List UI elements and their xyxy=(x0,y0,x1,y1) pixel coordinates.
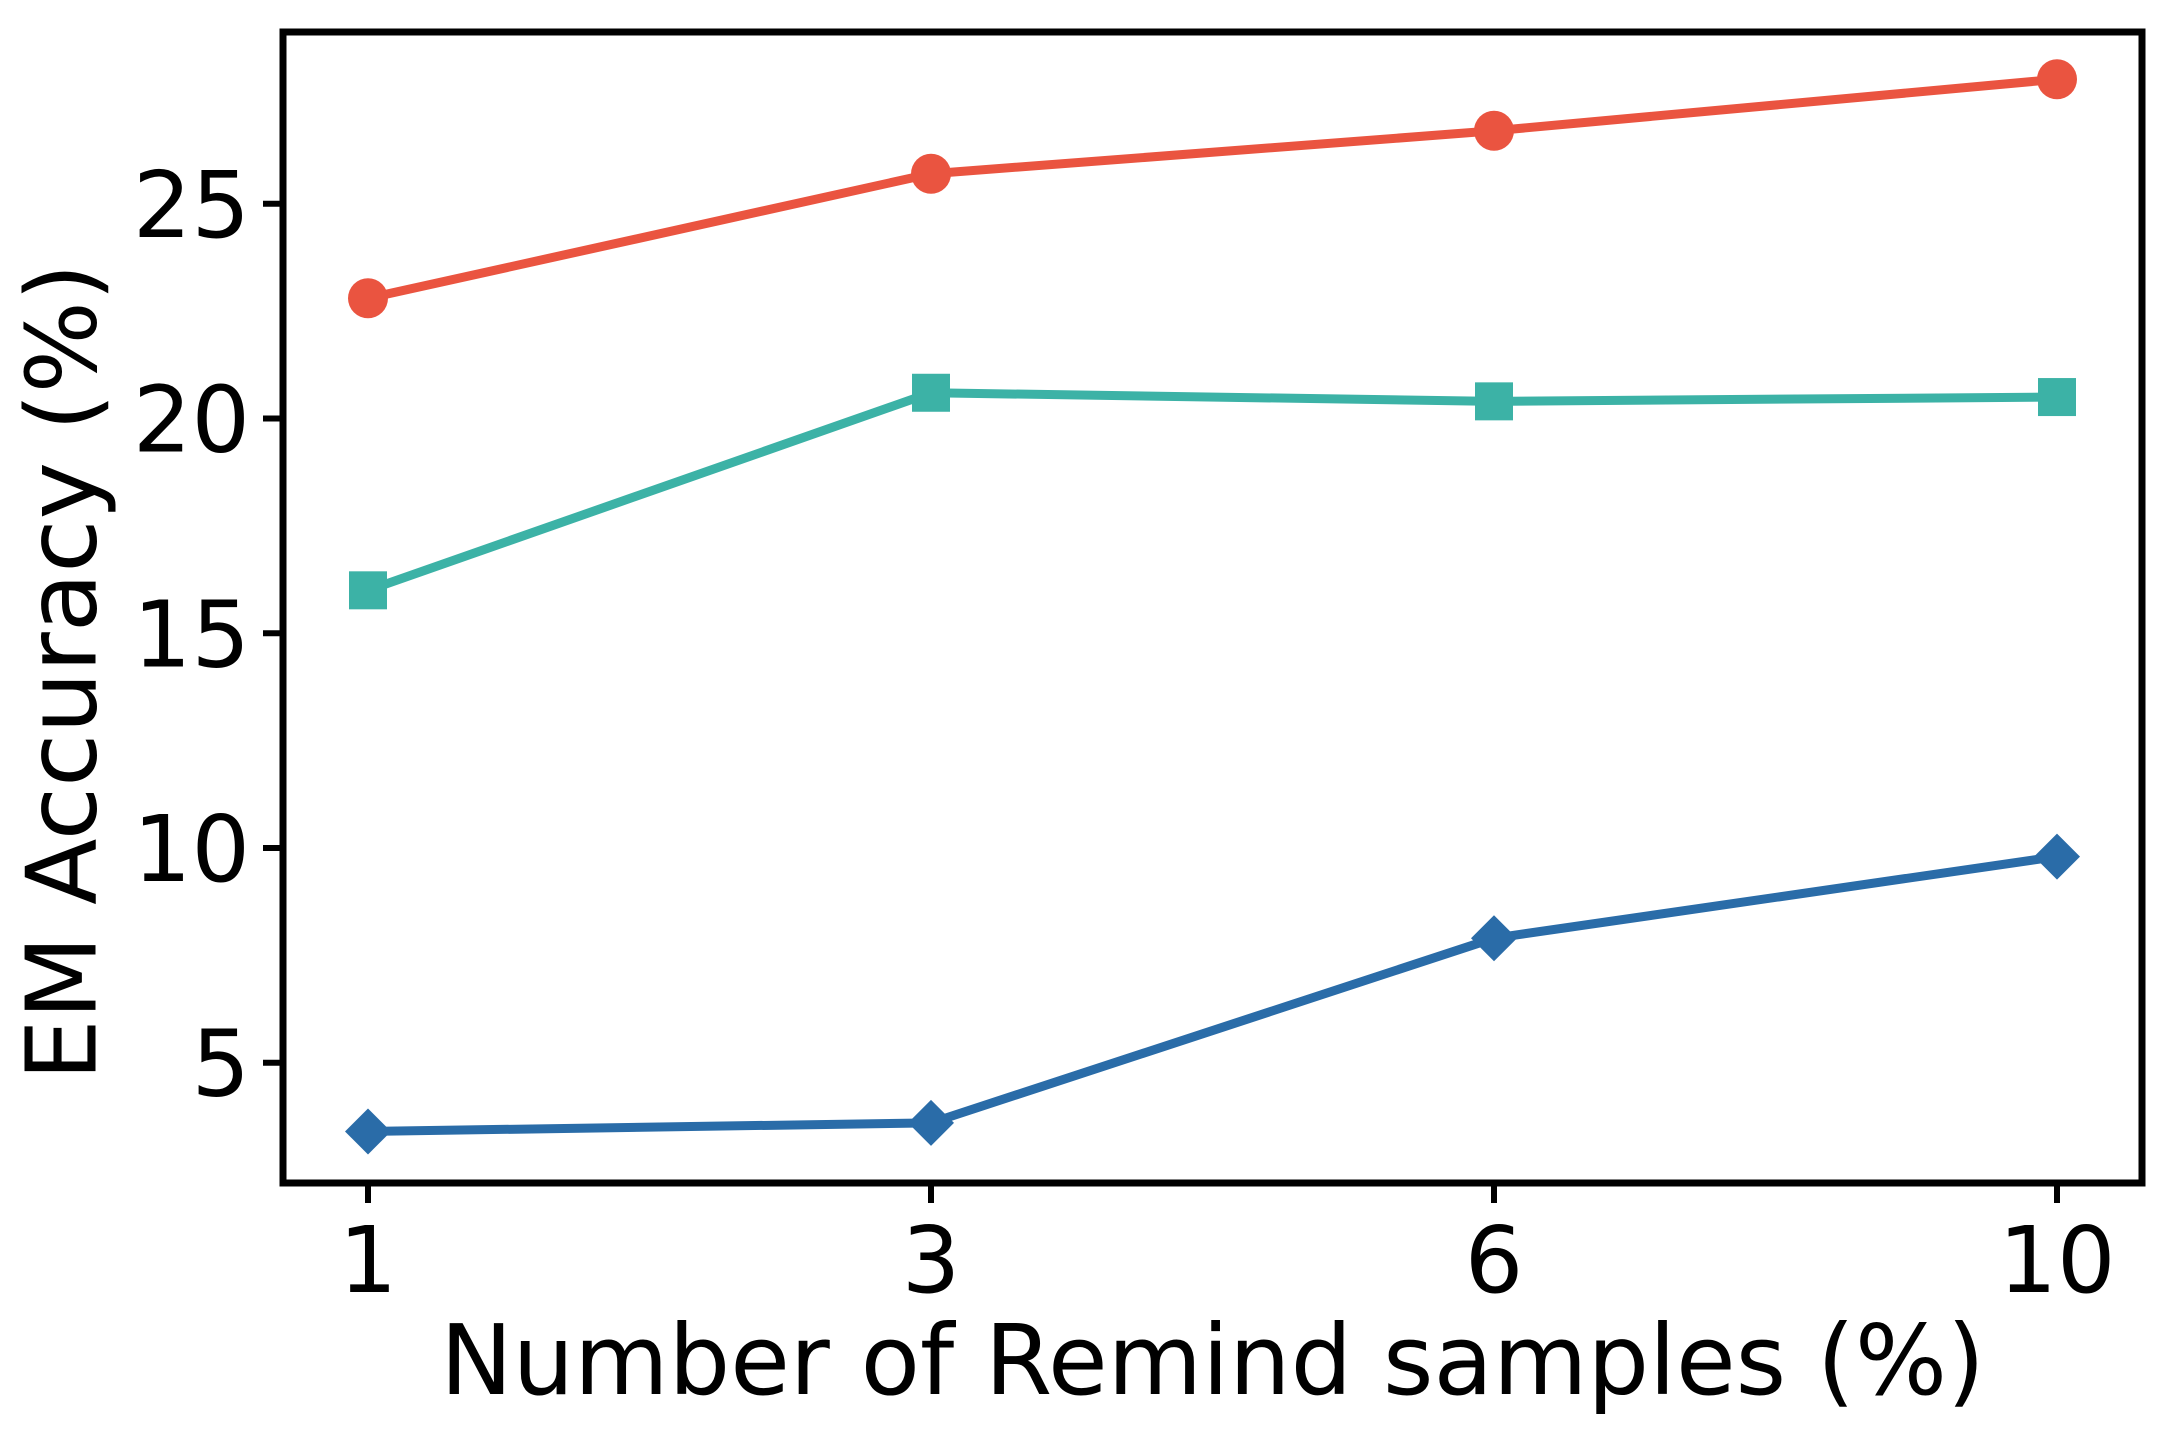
marker-diamond xyxy=(1471,915,1517,962)
y-tick-label: 10 xyxy=(133,796,250,903)
marker-square xyxy=(912,373,950,412)
y-axis-label: EM Accuracy (%) xyxy=(5,263,119,1081)
marker-square xyxy=(349,571,387,610)
series-line-red-circle-series xyxy=(363,74,2062,303)
marker-diamond xyxy=(345,1108,391,1155)
x-tick-label: 1 xyxy=(339,1207,398,1314)
marker-circle xyxy=(1474,110,1514,151)
x-tick-label: 3 xyxy=(902,1207,961,1314)
y-tick-label: 15 xyxy=(133,581,250,688)
x-axis-label: Number of Remind samples (%) xyxy=(440,1304,1985,1417)
marker-diamond xyxy=(908,1099,954,1146)
series-line-teal-square-series xyxy=(363,388,2062,595)
x-tick-label: 10 xyxy=(1998,1207,2115,1314)
y-tick-label: 25 xyxy=(133,152,250,259)
marker-diamond xyxy=(2034,833,2080,880)
plot-frame xyxy=(279,28,2146,1187)
series-line-blue-diamond-series xyxy=(363,852,2062,1136)
marker-circle xyxy=(348,278,388,319)
marker-square xyxy=(2038,378,2076,417)
marker-square xyxy=(1475,382,1513,421)
y-tick-label: 5 xyxy=(191,1011,250,1118)
marker-circle xyxy=(911,153,951,194)
marker-circle xyxy=(2037,59,2077,100)
x-tick-label: 6 xyxy=(1465,1207,1524,1314)
y-tick-label: 20 xyxy=(133,367,250,474)
